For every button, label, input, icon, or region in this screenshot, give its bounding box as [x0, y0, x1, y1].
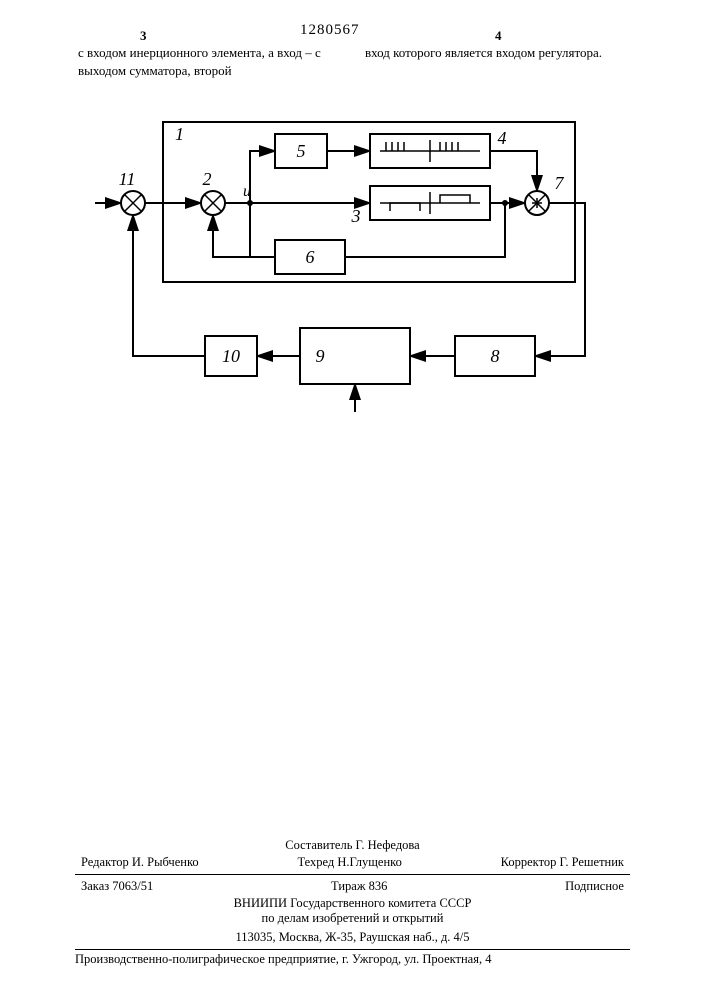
svg-text:11: 11 — [119, 169, 136, 189]
svg-text:8: 8 — [491, 346, 500, 366]
body-text-right: вход которого является входом регулятора… — [365, 44, 625, 62]
corrector-name: Корректор Г. Решетник — [501, 855, 624, 870]
editor-name: Редактор И. Рыбченко — [81, 855, 199, 870]
page-number-right: 4 — [495, 28, 502, 44]
block-diagram: 1 5 4 3 6 8 9 10 11 2 7 и — [95, 112, 605, 422]
body-text-left: с входом инерционного элемента, а вход –… — [78, 44, 343, 79]
svg-text:6: 6 — [306, 247, 315, 267]
page-number-left: 3 — [140, 28, 147, 44]
techred-name: Техред Н.Глущенко — [297, 855, 401, 870]
order-number: Заказ 7063/51 — [81, 879, 153, 894]
svg-text:4: 4 — [498, 128, 507, 148]
svg-text:7: 7 — [555, 173, 565, 193]
svg-text:3: 3 — [351, 206, 361, 226]
subscription: Подписное — [565, 879, 624, 894]
svg-text:2: 2 — [203, 169, 212, 189]
svg-text:9: 9 — [316, 346, 325, 366]
tirage: Тираж 836 — [331, 879, 387, 894]
document-number: 1280567 — [300, 22, 360, 39]
svg-text:5: 5 — [297, 141, 306, 161]
compiler-line: Составитель Г. Нефедова — [75, 838, 630, 853]
svg-text:и: и — [243, 183, 251, 200]
org-line-2: по делам изобретений и открытий — [75, 911, 630, 930]
svg-text:1: 1 — [175, 124, 184, 144]
org-line-1: ВНИИПИ Государственного комитета СССР — [75, 894, 630, 911]
imprint-footer: Составитель Г. Нефедова Редактор И. Рыбч… — [75, 838, 630, 950]
printer-line: Производственно-полиграфическое предприя… — [75, 946, 630, 967]
svg-text:10: 10 — [222, 346, 240, 366]
